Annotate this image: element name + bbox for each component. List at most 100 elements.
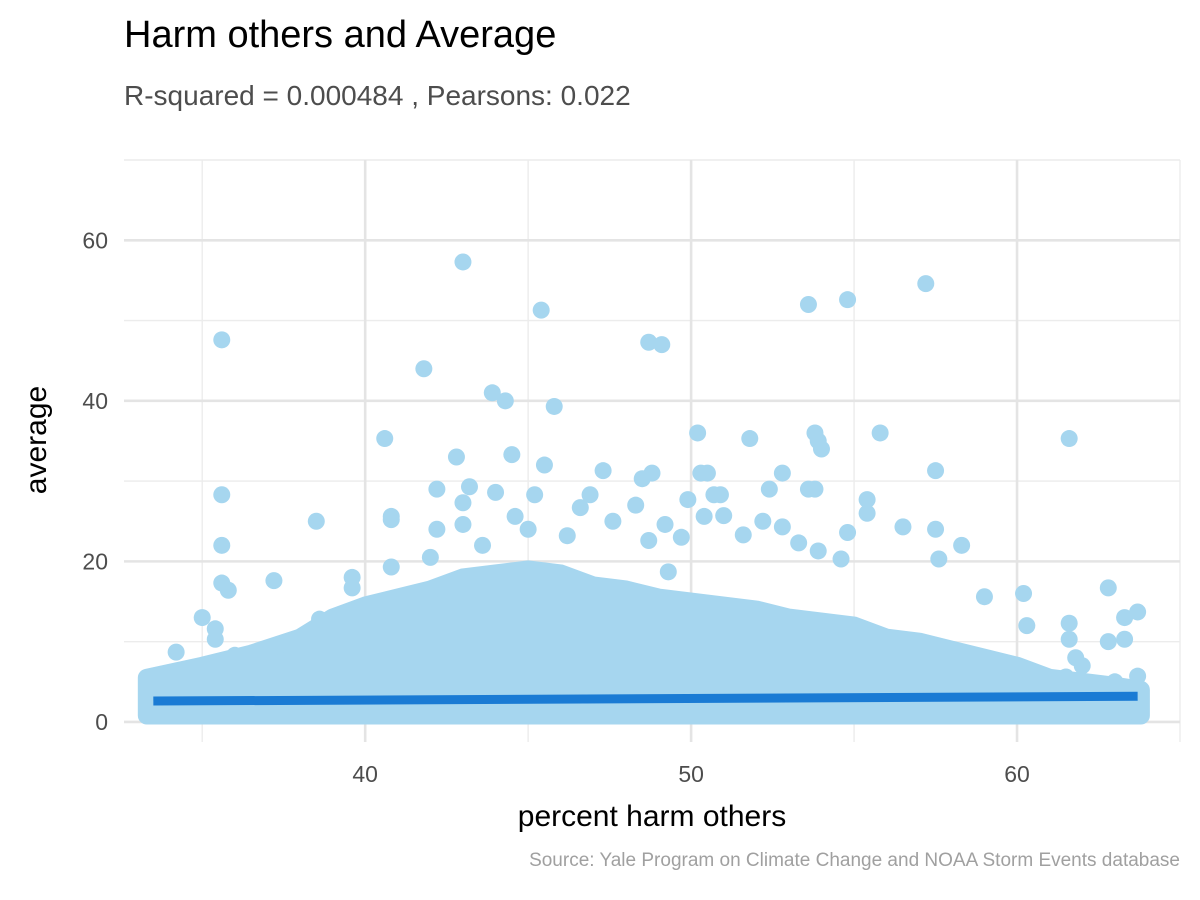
data-point bbox=[839, 291, 857, 309]
data-point bbox=[894, 518, 912, 536]
data-points bbox=[144, 253, 1147, 723]
fit-line-group bbox=[153, 691, 1138, 706]
data-point bbox=[343, 579, 361, 597]
data-point bbox=[167, 705, 185, 723]
data-point bbox=[496, 392, 514, 410]
data-point bbox=[447, 448, 465, 466]
data-point bbox=[741, 430, 759, 448]
data-point bbox=[526, 486, 544, 504]
data-point bbox=[581, 486, 599, 504]
data-point bbox=[1060, 430, 1078, 448]
data-point bbox=[144, 705, 162, 723]
data-point bbox=[679, 491, 697, 509]
data-point bbox=[640, 333, 658, 351]
data-point bbox=[506, 507, 524, 525]
data-point bbox=[167, 668, 185, 686]
x-axis-ticks: 40 50 60 bbox=[352, 761, 1029, 787]
data-point bbox=[1129, 603, 1147, 621]
data-point bbox=[454, 515, 472, 533]
source-caption: Source: Yale Program on Climate Change a… bbox=[529, 850, 1180, 871]
data-point bbox=[627, 496, 645, 514]
fit-line bbox=[153, 691, 1138, 706]
data-point bbox=[532, 301, 550, 319]
x-tick-label: 50 bbox=[678, 761, 704, 787]
data-point bbox=[871, 424, 889, 442]
data-point bbox=[535, 456, 553, 474]
data-point bbox=[213, 331, 231, 349]
data-point bbox=[265, 572, 283, 590]
data-point bbox=[594, 462, 612, 480]
data-point bbox=[1015, 584, 1033, 602]
data-point bbox=[428, 480, 446, 498]
data-point bbox=[144, 673, 162, 691]
data-point bbox=[558, 527, 576, 545]
data-point bbox=[754, 512, 772, 530]
data-point bbox=[927, 462, 945, 480]
data-point bbox=[545, 397, 563, 415]
data-point bbox=[1106, 673, 1124, 691]
data-point bbox=[672, 528, 690, 546]
data-point bbox=[519, 520, 537, 538]
data-point bbox=[695, 507, 713, 525]
data-point bbox=[806, 480, 824, 498]
data-point bbox=[858, 504, 876, 522]
data-point bbox=[1116, 630, 1134, 648]
data-point bbox=[927, 520, 945, 538]
data-point bbox=[571, 499, 589, 517]
x-tick-label: 60 bbox=[1004, 761, 1030, 787]
data-point bbox=[307, 512, 325, 530]
data-point bbox=[213, 536, 231, 554]
data-point bbox=[167, 643, 185, 661]
x-tick-label: 40 bbox=[352, 761, 378, 787]
data-point bbox=[311, 610, 329, 628]
y-tick-label: 60 bbox=[82, 227, 108, 253]
data-point bbox=[483, 384, 501, 402]
data-point bbox=[773, 518, 791, 536]
data-point bbox=[460, 478, 478, 496]
data-point bbox=[760, 480, 778, 498]
data-point bbox=[454, 494, 472, 512]
data-point bbox=[653, 336, 671, 354]
data-point bbox=[689, 424, 707, 442]
data-point bbox=[812, 440, 830, 458]
data-point bbox=[1099, 633, 1117, 651]
data-point bbox=[975, 588, 993, 606]
data-point bbox=[474, 536, 492, 554]
y-tick-label: 40 bbox=[82, 388, 108, 414]
data-point bbox=[255, 646, 273, 664]
data-point bbox=[1060, 614, 1078, 632]
dense-cloud-area bbox=[137, 560, 1150, 725]
y-tick-label: 20 bbox=[82, 548, 108, 574]
data-point bbox=[839, 523, 857, 541]
data-point bbox=[382, 511, 400, 529]
data-point bbox=[1129, 667, 1147, 685]
chart-title: Harm others and Average bbox=[124, 14, 557, 56]
data-point bbox=[715, 507, 733, 525]
data-point bbox=[1057, 668, 1075, 686]
data-point bbox=[773, 464, 791, 482]
dense-point-cloud bbox=[137, 560, 1150, 725]
data-point bbox=[454, 253, 472, 271]
data-point bbox=[917, 275, 935, 293]
data-point bbox=[421, 548, 439, 566]
data-point bbox=[734, 526, 752, 544]
data-point bbox=[503, 446, 521, 464]
data-point bbox=[930, 550, 948, 568]
data-point bbox=[206, 630, 224, 648]
y-axis-title: average bbox=[20, 386, 53, 494]
data-point bbox=[643, 464, 661, 482]
data-point bbox=[213, 486, 231, 504]
data-point bbox=[809, 542, 827, 560]
data-point bbox=[376, 430, 394, 448]
data-point bbox=[858, 491, 876, 509]
data-point bbox=[711, 486, 729, 504]
data-point bbox=[226, 646, 244, 664]
data-point bbox=[382, 558, 400, 576]
y-axis-ticks: 0 20 40 60 bbox=[82, 227, 108, 735]
data-point bbox=[698, 464, 716, 482]
data-point bbox=[1129, 705, 1147, 723]
data-point bbox=[832, 550, 850, 568]
data-point bbox=[659, 563, 677, 581]
data-point bbox=[1018, 617, 1036, 635]
